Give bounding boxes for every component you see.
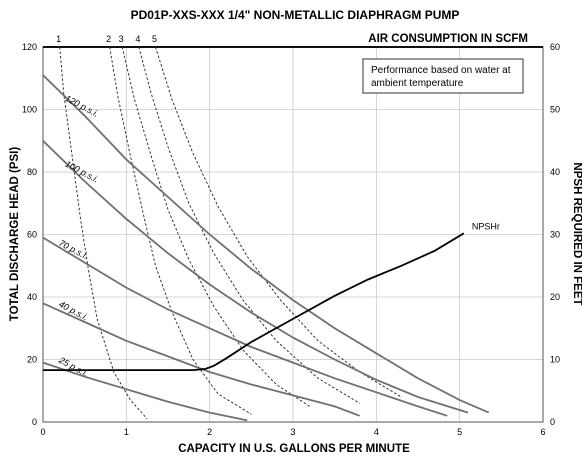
- grid: [43, 47, 543, 422]
- pressure-curve-100-psi: [42, 140, 469, 414]
- pressure-curve-labels: 120 p.s.i.100 p.s.i.70 p.s.i.40 p.s.i.25…: [56, 93, 100, 379]
- note-line-2: ambient temperature: [371, 78, 464, 89]
- air-curve-label-4: 4: [135, 34, 140, 44]
- y2-tick-label: 20: [550, 292, 560, 302]
- x-axis-title: CAPACITY IN U.S. GALLONS PER MINUTE: [178, 443, 410, 455]
- air-curve-label-5: 5: [152, 34, 157, 44]
- air-curve-label-1: 1: [56, 34, 61, 44]
- x-tick-label: 0: [40, 427, 45, 437]
- air-curve-2: [109, 46, 252, 415]
- note-line-1: Performance based on water at: [371, 65, 511, 76]
- y2-tick-label: 30: [550, 230, 560, 240]
- pressure-curve-label: 25 p.s.i.: [56, 355, 89, 379]
- y2-tick-labels: 0 10 20 30 40 50 60: [550, 42, 560, 427]
- y-tick-label: 40: [27, 292, 37, 302]
- pressure-curve-70-psi: [42, 236, 448, 417]
- x-tick-label: 4: [374, 427, 379, 437]
- air-curve-5: [155, 46, 402, 398]
- pressure-curve-40-psi: [42, 302, 361, 417]
- npsh-curve-group: NPSHr: [43, 221, 500, 371]
- y-tick-label: 120: [22, 42, 37, 52]
- air-curve-label-3: 3: [119, 34, 124, 44]
- y2-axis-title: NPSH REQUIRED IN FEET: [571, 162, 582, 305]
- y2-tick-label: 40: [550, 167, 560, 177]
- pressure-curve-label: 40 p.s.i.: [57, 299, 90, 323]
- y-tick-label: 0: [32, 417, 37, 427]
- x-tick-label: 5: [457, 427, 462, 437]
- top-axis-title: AIR CONSUMPTION IN SCFM: [368, 33, 528, 45]
- x-tick-label: 6: [540, 427, 545, 437]
- air-curve-label-2: 2: [106, 34, 111, 44]
- y-tick-label: 80: [27, 167, 37, 177]
- x-tick-label: 2: [207, 427, 212, 437]
- y-tick-label: 60: [27, 230, 37, 240]
- y2-tick-label: 50: [550, 105, 560, 115]
- pressure-curve-label: 120 p.s.i.: [63, 93, 100, 119]
- y-tick-label: 100: [22, 105, 37, 115]
- y2-tick-label: 60: [550, 42, 560, 52]
- y2-tick-label: 0: [550, 417, 555, 427]
- x-tick-labels: 0 1 2 3 4 5 6: [40, 427, 545, 437]
- y-tick-label: 20: [27, 355, 37, 365]
- air-curve-1: [59, 46, 148, 420]
- air-curve-4: [138, 46, 360, 404]
- x-tick-label: 3: [290, 427, 295, 437]
- x-tick-label: 1: [124, 427, 129, 437]
- air-curve-3: [121, 46, 310, 407]
- pressure-curve-25-psi: [42, 361, 248, 422]
- npsh-curve: [43, 232, 465, 371]
- y-axis-title: TOTAL DISCHARGE HEAD (PSI): [9, 147, 21, 322]
- pressure-curves: [42, 74, 490, 422]
- chart-title: PD01P-XXS-XXX 1/4" NON-METALLIC DIAPHRAG…: [131, 8, 460, 22]
- note-box: [362, 58, 524, 94]
- npsh-curve-label: NPSHr: [472, 221, 500, 231]
- y2-tick-label: 10: [550, 355, 560, 365]
- y-tick-labels: 0 20 40 60 80 100 120: [22, 42, 37, 427]
- air-consumption-curves: [59, 46, 402, 420]
- pressure-curve-120-psi: [42, 74, 490, 414]
